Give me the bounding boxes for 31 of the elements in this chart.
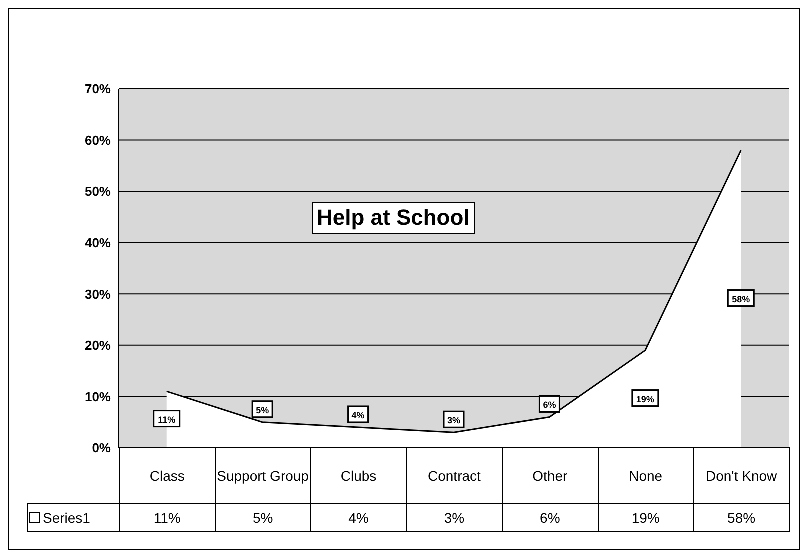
y-tick-label: 70% (84, 82, 112, 97)
x-tick-label: Other (502, 448, 598, 504)
x-tick-label: Clubs (310, 448, 407, 504)
data-label: 11% (120, 504, 216, 532)
text: 19% (636, 394, 654, 404)
text: 58% (732, 294, 750, 304)
x-tick-label: Class (120, 448, 216, 504)
x-tick-label: Don't Know (694, 448, 790, 504)
y-tick-label: 50% (84, 184, 112, 200)
text: 3% (447, 416, 461, 426)
x-tick-label: Contract (406, 448, 502, 504)
data-label: 5% (215, 504, 311, 532)
x-tick-label: None (598, 448, 694, 504)
text: 11% (158, 414, 176, 425)
y-tick-label: 60% (84, 132, 112, 148)
y-tick-label: 0% (92, 440, 112, 456)
y-tick-label: 10% (84, 389, 112, 404)
text: 6% (543, 400, 556, 410)
x-tick-label: Support Group (215, 448, 311, 504)
text: 4% (352, 410, 365, 420)
data-label: 4% (310, 504, 407, 532)
text: Help at School (312, 202, 475, 234)
data-label: 58% (694, 504, 790, 532)
text: 5% (256, 405, 270, 416)
data-label: 3% (406, 504, 502, 532)
data-label: 19% (598, 504, 694, 532)
y-tick-label: 30% (84, 286, 112, 302)
y-tick-label: 40% (84, 235, 112, 250)
data-label: 6% (502, 504, 598, 532)
legend-label: Series1 (28, 504, 120, 532)
y-tick-label: 20% (84, 338, 112, 354)
